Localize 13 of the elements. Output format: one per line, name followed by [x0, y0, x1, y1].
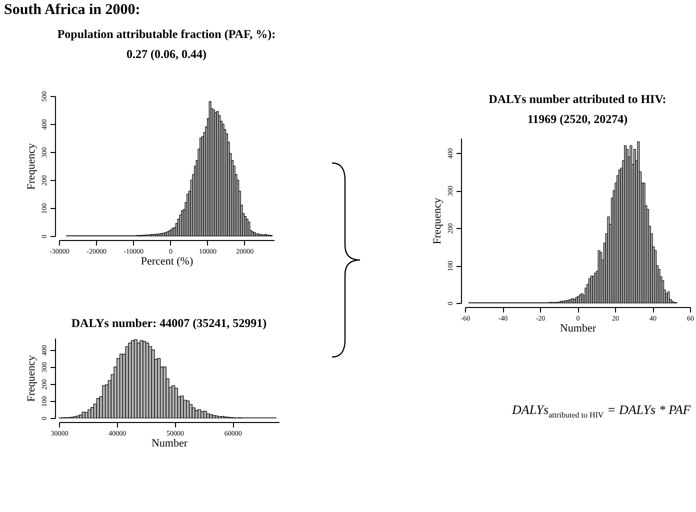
text: DALYs$_{attributed to HIV}$ = DALYs * PAF [512, 402, 691, 420]
chart-subtitle: 0.27 (0.06, 0.44) [126, 46, 206, 61]
chart-title: Population attributable fraction (PAF, %): [57, 26, 276, 41]
x-axis-title: Number [151, 438, 188, 450]
x-axis-title: Number [560, 322, 596, 334]
y-axis-title: Frequency [26, 354, 38, 402]
chart-title: DALYs number: 44007 (35241, 52991) [71, 316, 267, 330]
chart-title: DALYs number attributed to HIV: [488, 92, 666, 106]
y-axis-title: Frequency [26, 142, 38, 190]
y-axis-title: Frequency [432, 197, 444, 244]
x-axis-title: Percent (%) [140, 256, 194, 268]
chart-subtitle: 11969 (2520, 20274) [527, 112, 628, 126]
text: South Africa in 2000: [4, 2, 140, 19]
